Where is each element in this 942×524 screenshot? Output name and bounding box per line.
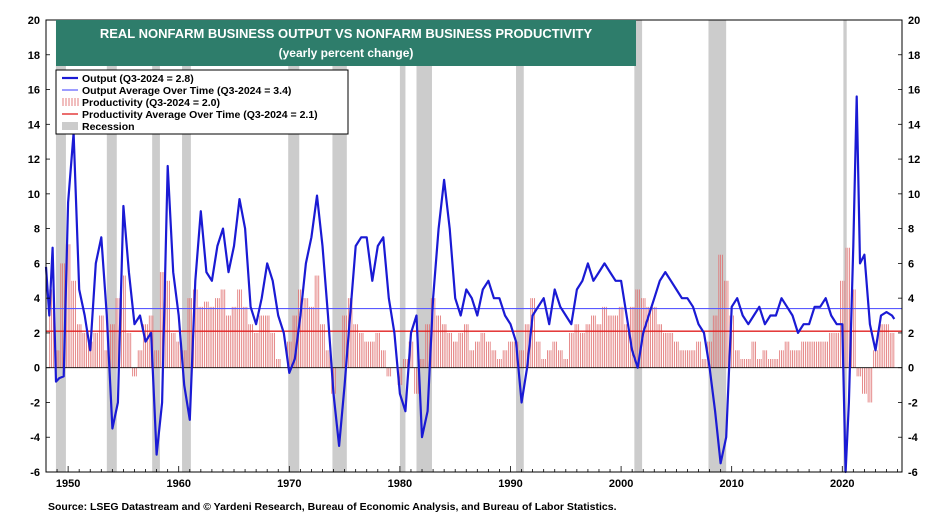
y-tick-label-right: 6 (908, 258, 914, 270)
y-tick-label-right: 2 (908, 328, 914, 340)
recession-band (288, 20, 300, 472)
recession-band (399, 20, 406, 472)
y-tick-label-left: 10 (28, 189, 40, 201)
y-tick-label-left: 2 (34, 328, 40, 340)
y-tick-label-right: 8 (908, 224, 914, 236)
y-tick-label-left: 4 (34, 293, 41, 305)
y-tick-label-right: 16 (908, 85, 920, 97)
y-tick-label-left: 12 (28, 154, 40, 166)
legend-label: Recession (82, 121, 135, 133)
legend-label: Productivity (Q3-2024 = 2.0) (82, 97, 220, 109)
recession-band (843, 20, 847, 472)
y-tick-label-left: 20 (28, 15, 40, 27)
x-tick-label: 1990 (498, 478, 522, 490)
x-tick-label: 2020 (830, 478, 854, 490)
recession-band (416, 20, 432, 472)
recession-band (516, 20, 524, 472)
legend-label: Output (Q3-2024 = 2.8) (82, 73, 194, 85)
y-tick-label-right: -4 (908, 432, 919, 444)
y-tick-label-right: 12 (908, 154, 920, 166)
recession-band (152, 20, 160, 472)
output-line (44, 95, 896, 474)
y-tick-label-left: 6 (34, 258, 40, 270)
recession-band (708, 20, 727, 472)
title-background (56, 20, 636, 66)
legend: Output (Q3-2024 = 2.8)Output Average Ove… (55, 69, 349, 135)
recession-band (55, 20, 66, 472)
chart-title: REAL NONFARM BUSINESS OUTPUT VS NONFARM … (100, 26, 593, 41)
y-tick-label-left: 0 (34, 363, 40, 375)
recession-band (634, 20, 643, 472)
x-tick-label: 2000 (609, 478, 633, 490)
y-tick-label-left: -2 (30, 397, 40, 409)
recession-band (182, 20, 191, 472)
source-note: Source: LSEG Datastream and © Yardeni Re… (48, 501, 617, 513)
y-tick-label-left: 16 (28, 85, 40, 97)
y-tick-label-right: 18 (908, 50, 920, 62)
x-tick-label: 1950 (56, 478, 80, 490)
recession-band (106, 20, 117, 472)
legend-label: Output Average Over Time (Q3-2024 = 3.4) (82, 85, 291, 97)
y-tick-label-left: 18 (28, 50, 40, 62)
y-tick-label-right: 14 (908, 119, 921, 131)
y-tick-label-left: 8 (34, 224, 40, 236)
y-tick-label-right: -6 (908, 467, 918, 479)
chart-subtitle: (yearly percent change) (279, 46, 414, 60)
x-tick-label: 1970 (277, 478, 301, 490)
y-tick-label-right: 4 (908, 293, 915, 305)
y-tick-label-right: 20 (908, 15, 920, 27)
y-tick-label-right: 10 (908, 189, 920, 201)
y-tick-label-right: 0 (908, 363, 914, 375)
x-tick-label: 2010 (719, 478, 743, 490)
y-tick-label-left: -6 (30, 467, 40, 479)
productivity-bars (49, 244, 895, 403)
legend-swatch-recession (62, 122, 78, 130)
legend-box (55, 69, 349, 135)
y-tick-label-right: -2 (908, 397, 918, 409)
title-box: REAL NONFARM BUSINESS OUTPUT VS NONFARM … (56, 20, 636, 66)
x-tick-label: 1980 (388, 478, 412, 490)
y-tick-label-left: -4 (30, 432, 41, 444)
series-lines (44, 95, 902, 474)
legend-label: Productivity Average Over Time (Q3-2024 … (82, 109, 318, 121)
y-tick-label-left: 14 (28, 119, 41, 131)
x-tick-label: 1960 (166, 478, 190, 490)
